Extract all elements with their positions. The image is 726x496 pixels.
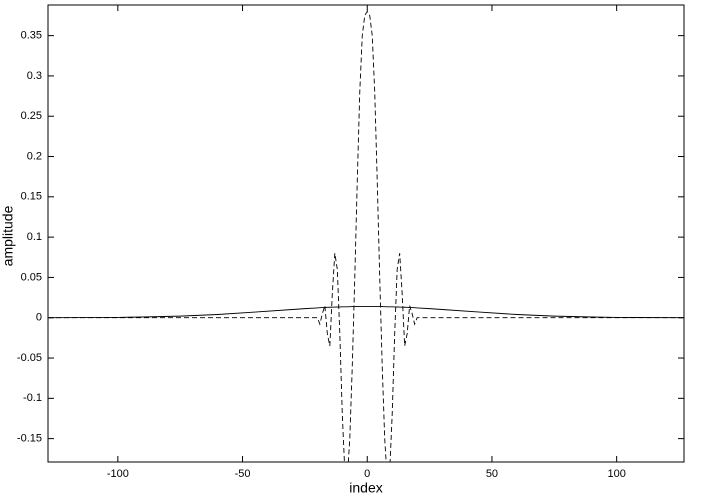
- y-tick-label: 0.15: [21, 191, 42, 203]
- x-tick-label: -100: [107, 468, 129, 480]
- x-tick-label: -50: [235, 468, 251, 480]
- x-tick-label: 50: [486, 468, 498, 480]
- y-tick-label: 0.25: [21, 110, 42, 122]
- y-tick-label: 0.1: [27, 231, 42, 243]
- y-tick-label: 0.3: [27, 70, 42, 82]
- x-axis-label: index: [349, 480, 382, 496]
- y-tick-label: 0: [36, 312, 42, 324]
- data-line: [48, 305, 684, 319]
- x-tick-label: 100: [607, 468, 625, 480]
- y-axis-label: amplitude: [0, 205, 16, 266]
- y-tick-label: -0.05: [17, 352, 42, 364]
- y-tick-label: 0.05: [21, 271, 42, 283]
- y-tick-label: -0.1: [23, 392, 42, 404]
- plot-frame: [47, 4, 685, 463]
- x-tick-label: 0: [364, 468, 370, 480]
- y-tick-label: 0.35: [21, 30, 42, 42]
- y-tick-label: -0.15: [17, 433, 42, 445]
- data-line: [48, 10, 684, 462]
- y-tick-label: 0.2: [27, 150, 42, 162]
